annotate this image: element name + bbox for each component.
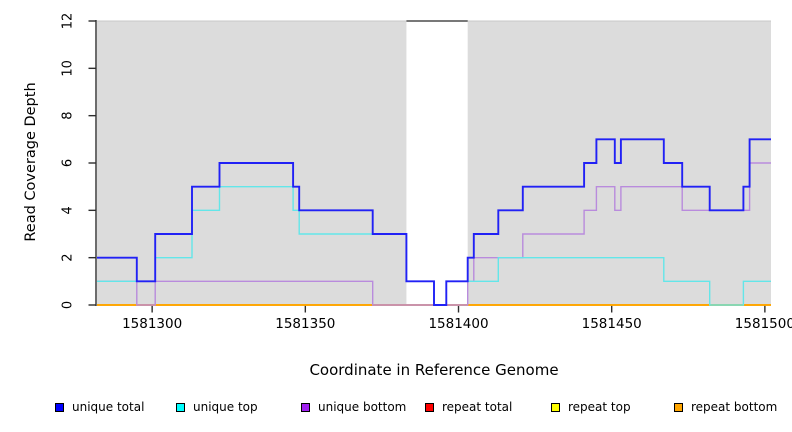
y-tick-label: 6 (61, 159, 76, 167)
highlight-band (406, 21, 468, 305)
y-tick-label: 4 (61, 206, 76, 214)
x-axis-title: Coordinate in Reference Genome (309, 361, 559, 379)
x-tick-label: 1581300 (122, 316, 182, 332)
series-unique-total (97, 138, 771, 306)
y-axis-title: Read Coverage Depth (23, 82, 39, 242)
y-tick-label: 0 (61, 301, 76, 309)
x-tick-label: 1581400 (428, 316, 488, 332)
y-tick-label: 10 (61, 60, 76, 77)
y-tick-label: 8 (61, 112, 76, 120)
x-tick-label: 1581350 (275, 316, 335, 332)
series-unique-bottom (97, 162, 771, 306)
y-tick-label: 12 (61, 13, 76, 30)
x-tick-label: 1581450 (582, 316, 642, 332)
x-tick-label: 1581500 (735, 316, 792, 332)
y-tick-label: 2 (61, 254, 76, 262)
